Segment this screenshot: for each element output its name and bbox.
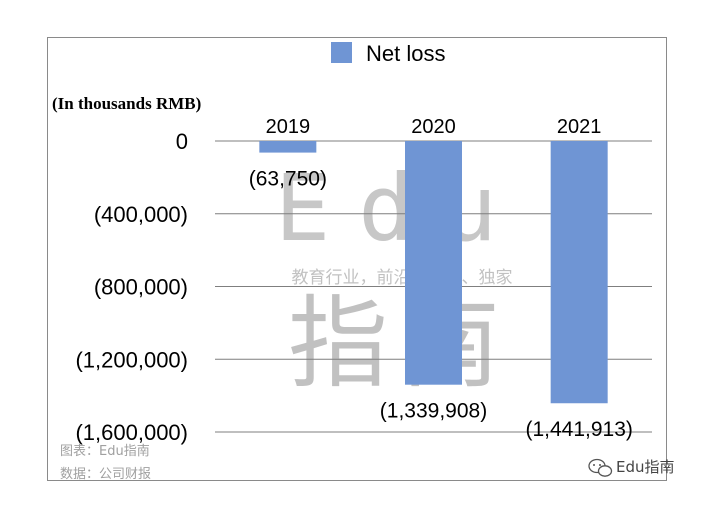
brand-name: Edu指南 bbox=[616, 458, 675, 476]
data-label: (1,339,908) bbox=[380, 400, 487, 423]
y-tick-label: (400,000) bbox=[94, 202, 188, 227]
data-label: (63,750) bbox=[249, 168, 327, 191]
legend-label: Net loss bbox=[366, 41, 445, 66]
y-tick-label: (1,200,000) bbox=[75, 347, 188, 372]
bars bbox=[259, 141, 608, 404]
bar-2021 bbox=[550, 141, 608, 404]
legend: Net loss bbox=[331, 41, 445, 66]
legend-swatch bbox=[331, 42, 352, 63]
data-label: (1,441,913) bbox=[525, 418, 632, 441]
category-label: 2021 bbox=[557, 116, 602, 138]
wechat-icon bbox=[588, 458, 613, 477]
watermark-chinese: 指南 bbox=[288, 285, 512, 402]
data-source: 数据：公司财报 bbox=[60, 467, 151, 482]
y-tick-labels: 0 (400,000) (800,000) (1,200,000) (1,600,000… bbox=[75, 129, 188, 445]
data-labels: (63,750) (1,339,908) (1,441,913) bbox=[249, 168, 633, 442]
category-label: 2020 bbox=[411, 116, 456, 138]
y-tick-label: (1,600,000) bbox=[75, 420, 188, 445]
watermark: Edu 教育行业，前沿、深度、独家 指南 bbox=[275, 155, 513, 402]
y-axis-unit-label: (In thousands RMB) bbox=[52, 94, 201, 113]
y-tick-label: (800,000) bbox=[94, 275, 188, 300]
y-tick-label: 0 bbox=[176, 129, 188, 154]
bar-2019 bbox=[259, 141, 317, 153]
brand-mark: Edu指南 bbox=[588, 458, 675, 477]
chart-frame bbox=[47, 37, 667, 481]
chart-credit: 图表：Edu指南 bbox=[60, 443, 150, 459]
category-labels: 2019 2020 2021 bbox=[266, 116, 602, 138]
category-label: 2019 bbox=[266, 116, 311, 138]
bar-2020 bbox=[405, 141, 462, 385]
